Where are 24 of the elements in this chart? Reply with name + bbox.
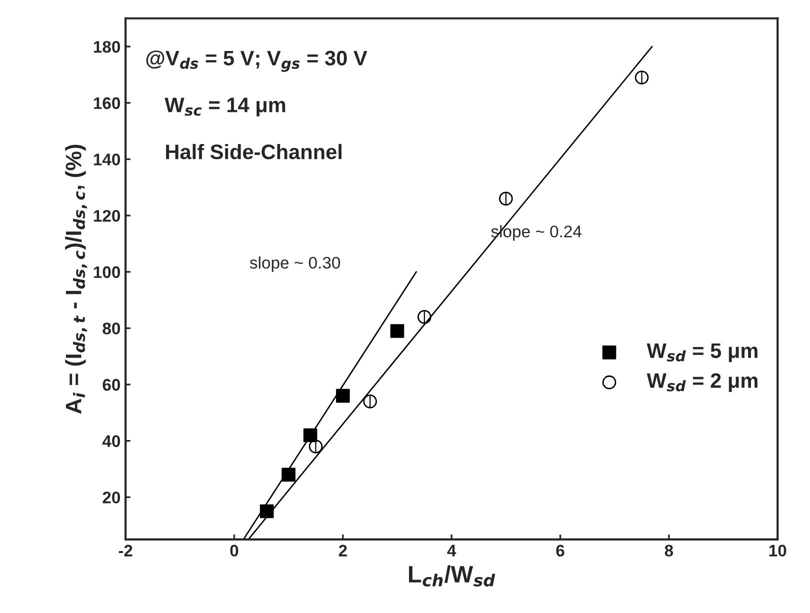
x-tick-label: 4 — [447, 544, 456, 556]
y-tick-label: 120 — [94, 210, 120, 222]
text: A$_{i}$ = (I$_{ds,t}$ - I$_{ds,c}$)/I$_{ds,c}$, (%) — [65, 144, 88, 414]
y-tick-label: 100 — [94, 266, 120, 278]
legend-label: W$_{sd}$ = 5 μm — [646, 344, 758, 362]
y-tick-label: 160 — [94, 97, 120, 110]
x-tick-label: 0 — [230, 544, 238, 557]
x-axis-title: L$_{ch}$/W$_{sd}$ — [409, 565, 496, 586]
y-tick-label: 20 — [102, 492, 120, 504]
x-tick-label: 6 — [556, 544, 564, 557]
annotation: W$_{sc}$ = 14 μm — [164, 98, 286, 116]
y-tick-label: 40 — [102, 435, 120, 448]
y-tick-label: 80 — [102, 322, 120, 334]
annotation: Half Side-Channel — [166, 144, 342, 160]
annotation: @V$_{ds}$ = 5 V; V$_{gs}$ = 30 V — [146, 50, 368, 72]
x-tick-label: 8 — [664, 544, 674, 557]
x-tick-label: 2 — [338, 544, 347, 556]
x-tick-label: -2 — [118, 544, 132, 556]
legend-label: W$_{sd}$ = 2 μm — [646, 373, 758, 392]
y-tick-label: 180 — [94, 40, 120, 53]
annotation: slope ~ 0.30 — [250, 256, 340, 272]
x-tick-label: 10 — [769, 544, 786, 557]
y-tick-label: 140 — [94, 154, 120, 166]
y-tick-label: 60 — [102, 378, 120, 391]
